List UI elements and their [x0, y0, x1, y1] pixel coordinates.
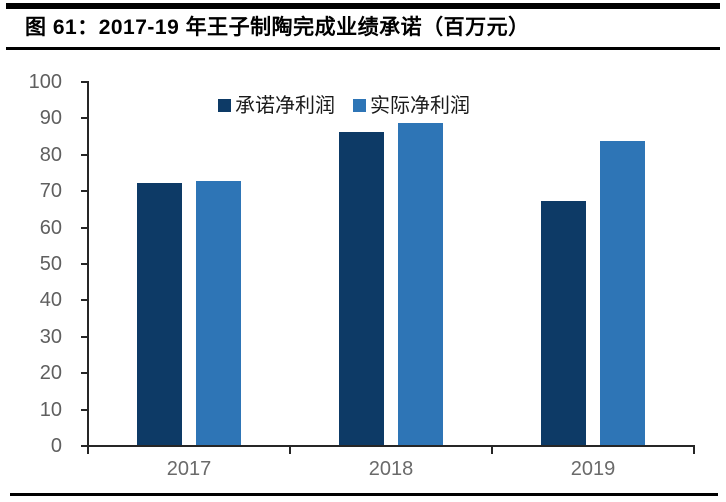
x-axis-label: 2019: [570, 458, 616, 480]
y-axis-tick: [81, 153, 88, 156]
y-axis-tick: [81, 263, 88, 265]
y-axis-label: 0: [50, 435, 62, 457]
bar-promised-2017: [137, 182, 182, 445]
y-axis-label: 20: [39, 362, 62, 385]
x-axis-label: 2017: [166, 458, 212, 480]
y-axis-tick: [81, 408, 88, 411]
y-axis-tick: [81, 335, 88, 338]
y-axis-label: 70: [39, 180, 62, 203]
y-axis-label: 10: [39, 398, 62, 421]
x-axis-tick: [87, 447, 89, 454]
legend-label-promised: 承诺净利润: [235, 93, 335, 117]
x-axis-label: 2018: [368, 458, 414, 480]
y-axis: [87, 81, 89, 447]
bar-actual-2017: [196, 181, 241, 445]
title-separator-rule: [6, 47, 720, 50]
bar-promised-2018: [339, 131, 384, 445]
y-axis-label: 60: [39, 216, 62, 239]
bar-actual-2019: [600, 141, 645, 445]
legend-item-actual-net-profit: 实际净利润: [353, 93, 470, 117]
y-axis-tick: [81, 117, 88, 120]
y-axis-tick: [81, 445, 88, 447]
y-axis-label: 100: [28, 71, 62, 93]
chart-legend: 承诺净利润 实际净利润: [218, 93, 470, 117]
y-axis-tick: [81, 299, 88, 302]
legend-label-actual: 实际净利润: [370, 93, 470, 117]
y-axis-label: 50: [39, 253, 62, 275]
y-axis-label: 80: [39, 143, 62, 166]
y-axis-tick: [81, 81, 88, 83]
x-axis-tick: [289, 447, 291, 454]
x-axis-tick: [693, 447, 695, 454]
figure-title: 图 61：2017-19 年王子制陶完成业绩承诺（百万元）: [25, 16, 530, 39]
bar-actual-2018: [398, 122, 443, 445]
y-axis-label: 90: [39, 107, 62, 130]
legend-swatch-promised-icon: [218, 99, 231, 112]
bar-promised-2019: [541, 201, 586, 445]
top-rule: [6, 3, 720, 9]
legend-item-promised-net-profit: 承诺净利润: [218, 93, 335, 117]
y-axis-label: 40: [39, 289, 62, 312]
bar-chart: 承诺净利润 实际净利润 0 10 20 30 40 50 60 70 80 90 100 2017 20…: [0, 50, 726, 493]
legend-swatch-actual-icon: [353, 99, 366, 112]
y-axis-tick: [81, 226, 88, 229]
x-axis: [87, 445, 695, 447]
y-axis-label: 30: [39, 325, 62, 348]
y-axis-tick: [81, 372, 88, 375]
bottom-rule: [10, 493, 718, 496]
y-axis-tick: [81, 190, 88, 193]
x-axis-tick: [491, 447, 493, 454]
